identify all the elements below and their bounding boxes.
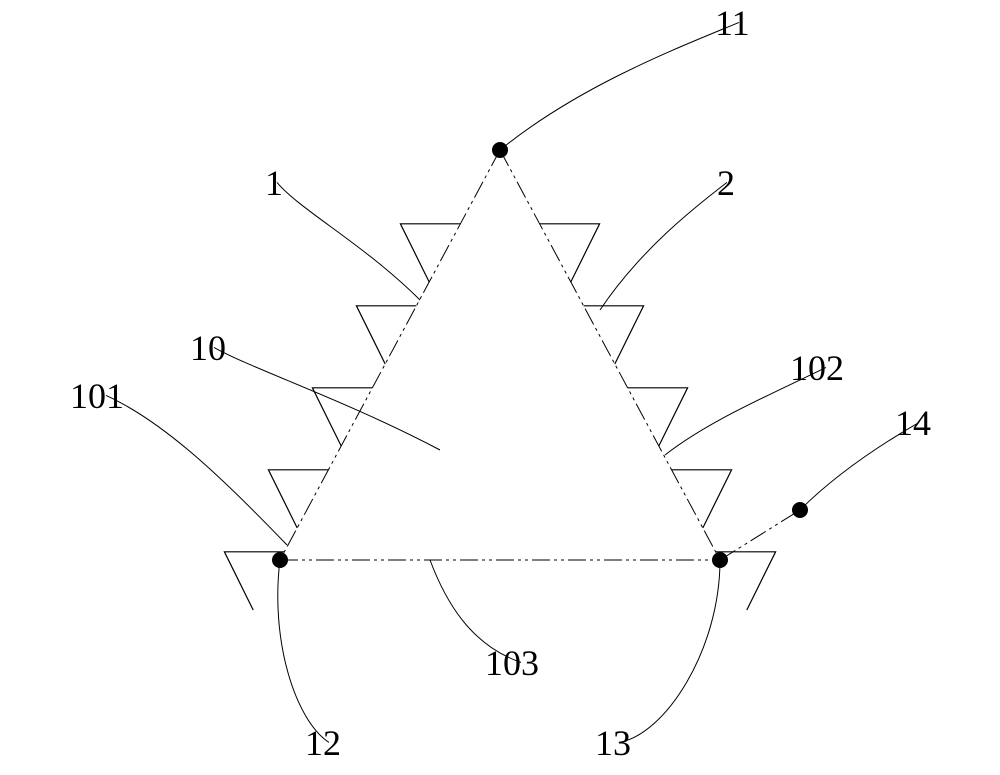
tooth-left-1 [400,224,460,282]
tooth-left-4 [268,470,328,528]
label-l12: 12 [305,723,341,763]
leader-l11 [500,22,739,150]
extension-line-14 [720,510,800,560]
leader-l2 [600,182,727,310]
triangle-side-right [500,150,720,560]
label-l13: 13 [595,723,631,763]
leader-l1 [277,182,420,300]
diagram-canvas: 111210101102141213103 [0,0,1000,775]
triangle-side-left [280,150,500,560]
leader-l101 [106,395,287,545]
tooth-right-3 [628,388,688,446]
label-l102: 102 [790,348,844,388]
label-l1: 1 [265,163,283,203]
label-l14: 14 [895,403,931,443]
leader-l10 [214,347,440,450]
tooth-right-4 [672,470,732,528]
leader-l12 [278,560,329,742]
tooth-right-2 [584,306,644,364]
tooth-right-1 [540,224,600,282]
label-l10: 10 [190,328,226,368]
leader-l13 [619,560,720,742]
label-l103: 103 [485,643,539,683]
tooth-left-3 [312,388,372,446]
label-l2: 2 [717,163,735,203]
tooth-left-2 [356,306,416,364]
label-l11: 11 [715,3,750,43]
label-l101: 101 [70,376,124,416]
